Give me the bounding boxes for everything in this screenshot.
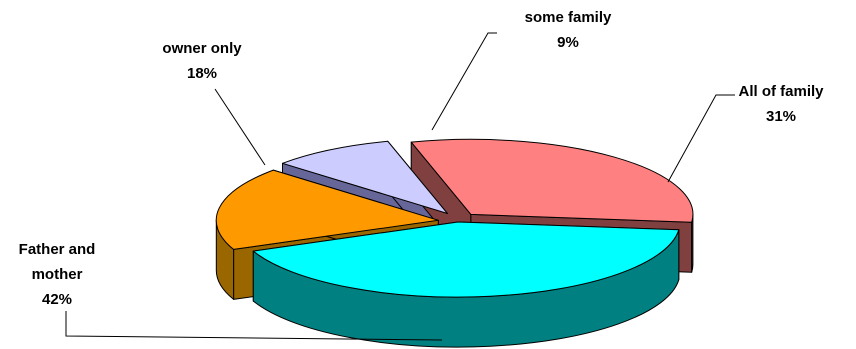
- leader-line-father-mother: [65, 311, 443, 341]
- label-some-family-percent: 9%: [557, 34, 579, 51]
- label-all-family-name: All of family: [738, 83, 824, 100]
- leader-line-owner-only: [214, 88, 266, 166]
- slice-labels: Father and mother 42% owner only 18% som…: [19, 9, 825, 308]
- label-father-mother-percent: 42%: [42, 291, 72, 308]
- all-of-family-outer-wall: [691, 213, 694, 273]
- label-some-family-name: some family: [525, 9, 612, 26]
- some-family-slice-top[interactable]: [282, 140, 448, 214]
- all-of-family-slice-top[interactable]: [410, 138, 694, 223]
- label-father-mother-line2: mother: [32, 266, 83, 283]
- father-and-mother-slice-top[interactable]: [252, 221, 680, 298]
- label-owner-only-name: owner only: [162, 40, 242, 57]
- leader-lines: [65, 32, 735, 341]
- pie-slices: [215, 138, 694, 348]
- label-father-mother-line1: Father and: [19, 241, 96, 258]
- label-all-family-percent: 31%: [766, 108, 796, 125]
- leader-line-all-family: [667, 94, 735, 183]
- owner-only-slice-top[interactable]: [215, 169, 439, 250]
- leader-line-some-family: [431, 32, 497, 131]
- label-owner-only-percent: 18%: [187, 65, 217, 82]
